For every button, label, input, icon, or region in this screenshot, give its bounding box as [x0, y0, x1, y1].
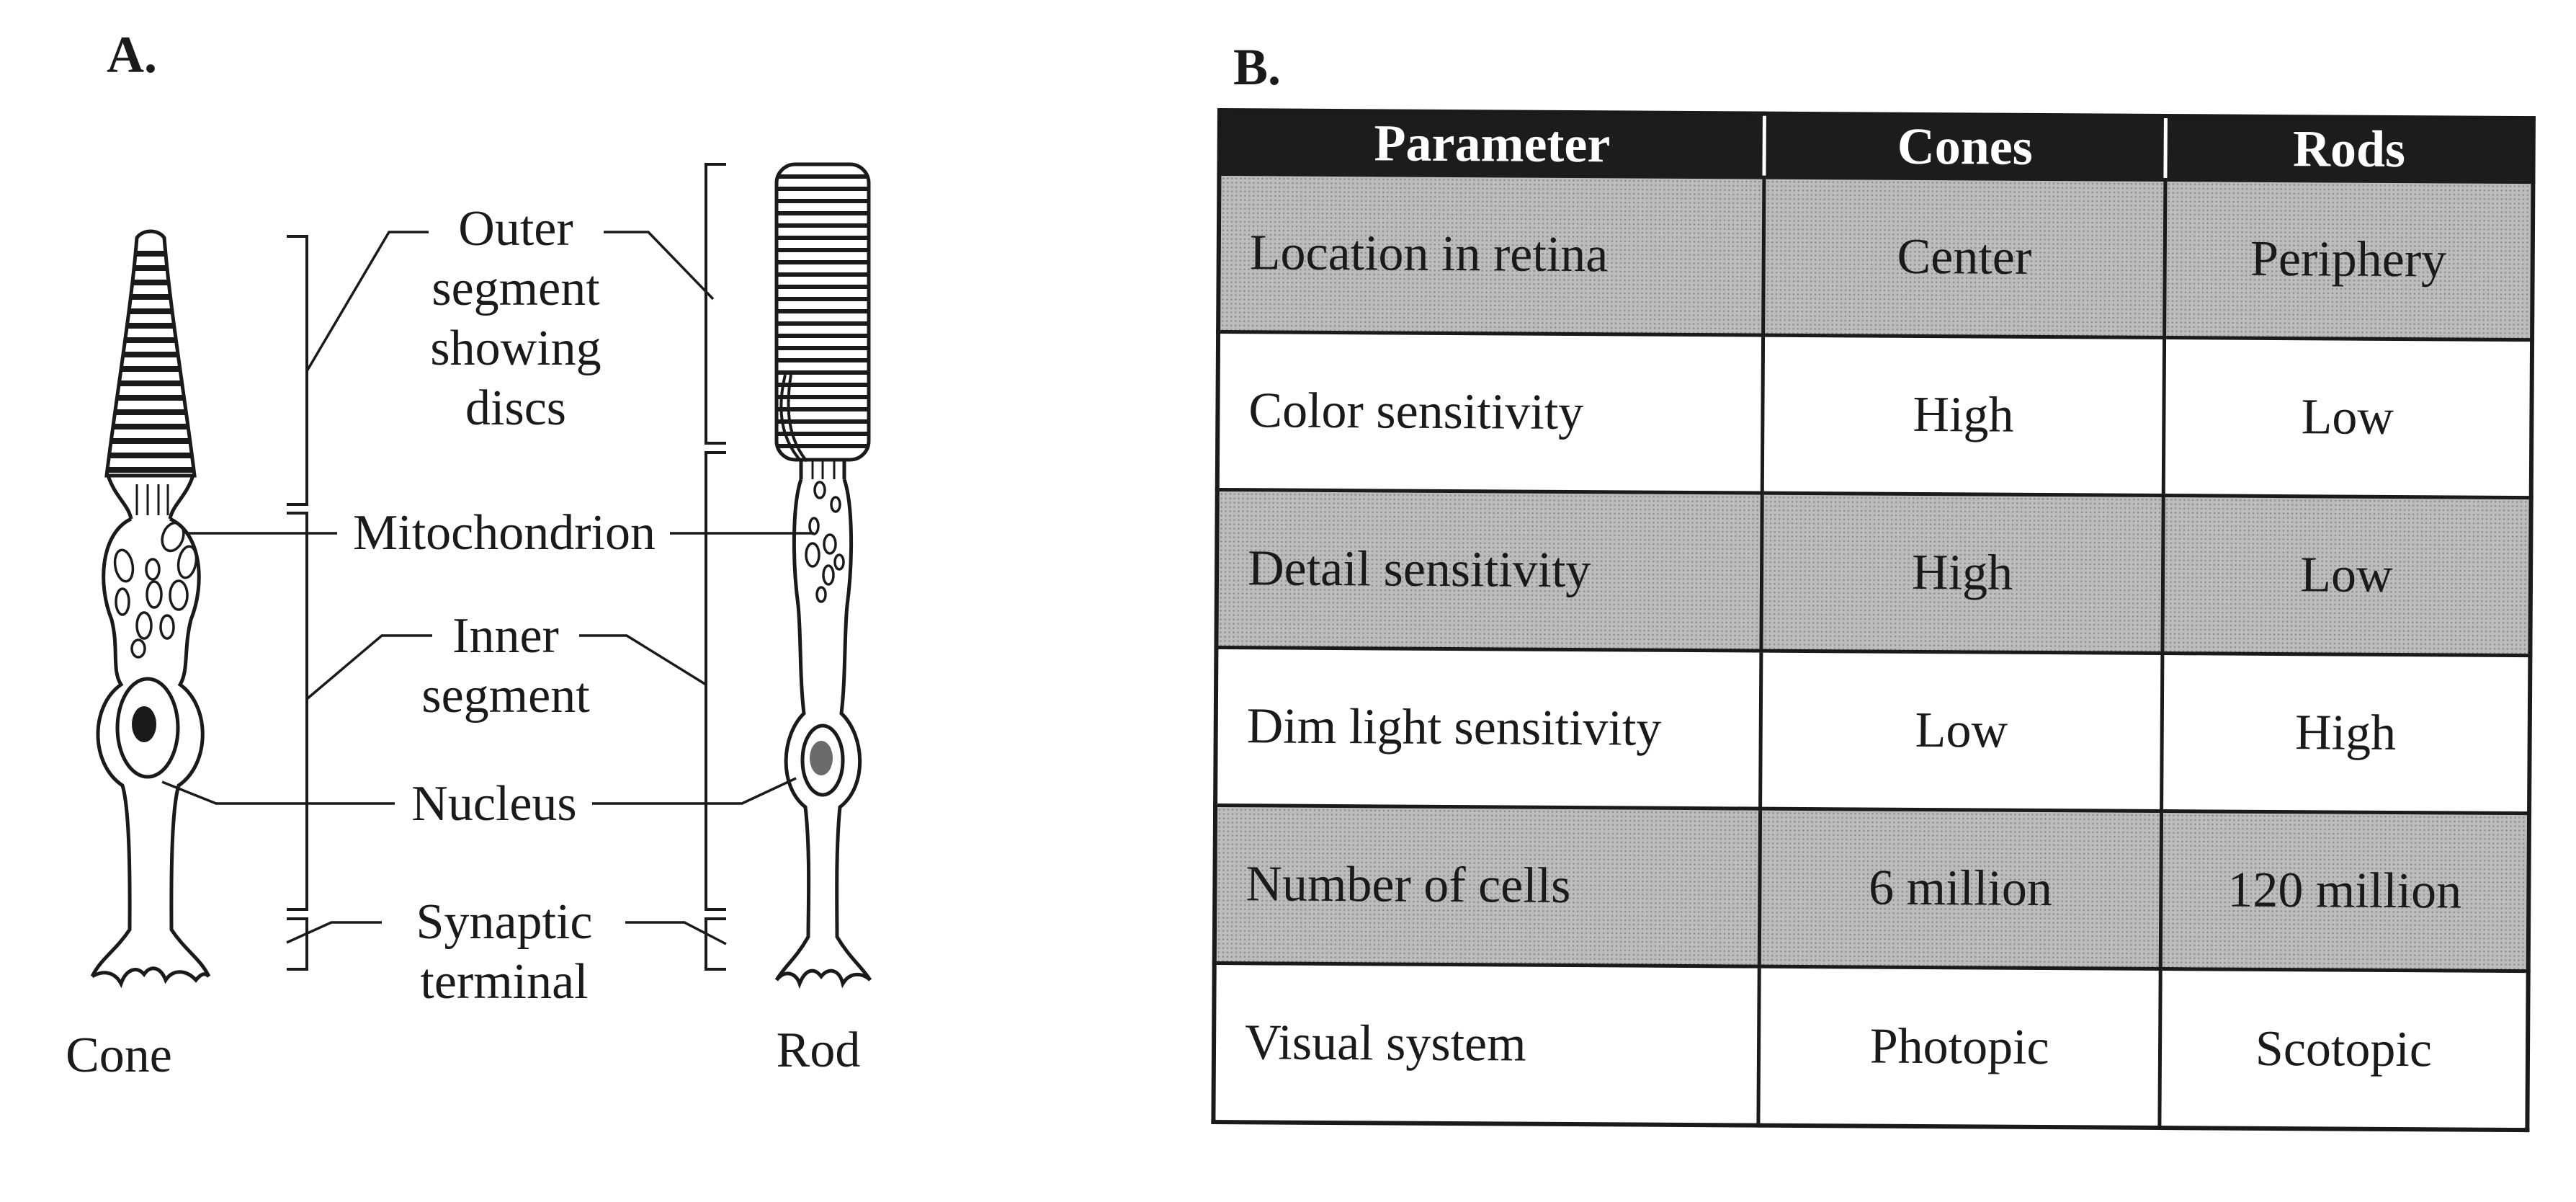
row-rods-value: 120 million [2160, 811, 2530, 971]
row-rods-value: Low [2163, 337, 2533, 498]
table-row: Dim light sensitivity Low High [1215, 647, 2531, 814]
panel-label-a: A. [107, 26, 157, 84]
row-cones-value: Low [1761, 651, 2163, 811]
label-outer-segment-2: segment [431, 261, 600, 316]
row-cones-value: Photopic [1758, 966, 2160, 1128]
row-parameter: Detail sensitivity [1216, 489, 1763, 651]
leader-lines [161, 231, 814, 945]
table-row: Number of cells 6 million 120 million [1214, 805, 2530, 971]
row-rods-value: Low [2162, 495, 2531, 656]
rod-mitochondria [805, 481, 845, 603]
row-parameter: Location in retina [1218, 174, 1765, 336]
header-parameter: Parameter [1219, 110, 1765, 178]
table-row: Detail sensitivity High Low [1216, 489, 2531, 656]
row-rods-value: Periphery [2164, 179, 2533, 340]
label-synaptic-terminal-2: terminal [420, 954, 588, 1010]
label-rod: Rod [777, 1023, 861, 1078]
label-outer-segment-3: showing [430, 321, 601, 376]
label-cone: Cone [66, 1028, 172, 1083]
cone-brackets [287, 235, 308, 971]
label-synaptic-terminal-1: Synaptic [416, 894, 593, 950]
row-parameter: Visual system [1213, 963, 1760, 1126]
table-header-row: Parameter Cones Rods [1219, 110, 2533, 182]
header-rods: Rods [2165, 116, 2533, 182]
row-cones-value: High [1761, 493, 2164, 654]
label-inner-segment-2: segment [421, 668, 590, 724]
row-parameter: Number of cells [1214, 805, 1761, 967]
row-cones-value: Center [1763, 177, 2165, 338]
row-rods-value: Scotopic [2159, 969, 2528, 1131]
cone-rod-diagram: A. [66, 26, 872, 1083]
rod-body-outline [774, 478, 872, 981]
label-inner-segment-1: Inner [452, 608, 559, 664]
row-parameter: Dim light sensitivity [1215, 647, 1762, 809]
row-parameter: Color sensitivity [1217, 331, 1764, 494]
label-nucleus: Nucleus [411, 776, 576, 832]
cone-mitochondria [113, 521, 198, 659]
row-rods-value: High [2161, 653, 2531, 814]
label-outer-segment-4: discs [465, 380, 566, 436]
cones-rods-table: Parameter Cones Rods Location in retina … [1211, 108, 2536, 1133]
comparison-table-wrap: Parameter Cones Rods Location in retina … [1211, 108, 2536, 1133]
cone-body-outline [90, 517, 211, 978]
table-row: Color sensitivity High Low [1217, 331, 2533, 498]
table-row: Visual system Photopic Scotopic [1213, 963, 2528, 1131]
panel-label-b: B. [1233, 38, 1282, 96]
table-row: Location in retina Center Periphery [1218, 174, 2533, 340]
row-cones-value: High [1762, 335, 2165, 496]
rod-cell [774, 162, 872, 989]
label-outer-segment-1: Outer [458, 201, 573, 257]
label-mitochondrion: Mitochondrion [353, 505, 656, 561]
rod-brackets [705, 163, 726, 971]
header-cones: Cones [1764, 113, 2166, 180]
row-cones-value: 6 million [1759, 809, 2162, 969]
cone-cell [90, 229, 211, 989]
